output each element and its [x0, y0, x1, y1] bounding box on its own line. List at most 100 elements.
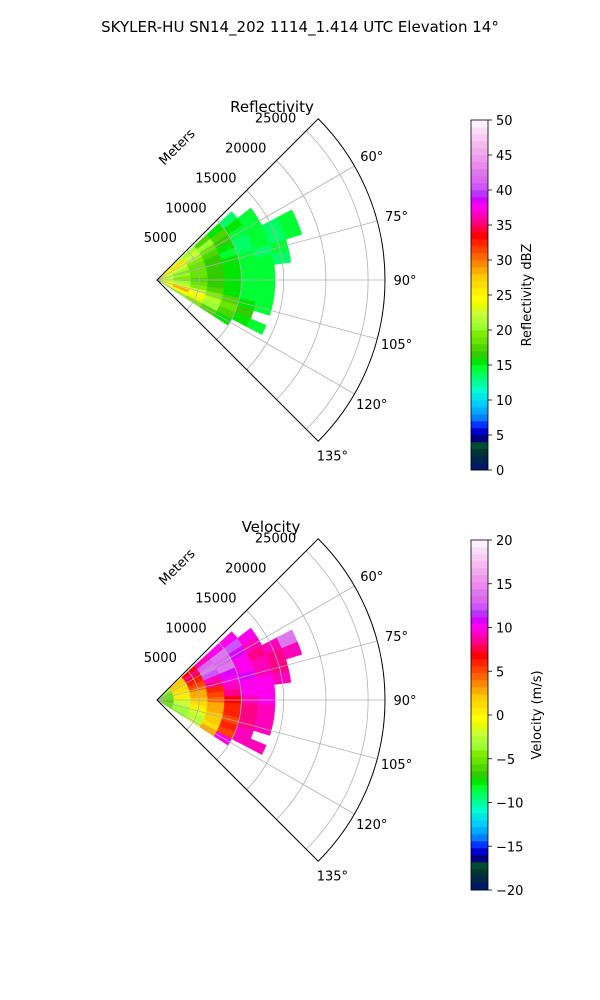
velocity-colorbar-band [471, 589, 488, 597]
reflectivity-colorbar-band [471, 127, 488, 135]
reflectivity-colorbar-tick-label: 45 [496, 149, 513, 164]
reflectivity-colorbar-tick-label: 20 [496, 324, 513, 339]
velocity-colorbar-band [471, 603, 488, 611]
velocity-field-cell [281, 641, 303, 660]
velocity-colorbar-band [471, 701, 488, 709]
velocity-axis-labels: 5000 10000 15000 20000 25000 60° 75° 90° 105° 120… [144, 532, 417, 885]
velocity-colorbar-band [471, 806, 488, 814]
velocity-azimuth-spoke [156, 699, 355, 815]
reflectivity-azimuth-spoke [156, 279, 355, 395]
velocity-colorbar-band [471, 771, 488, 779]
reflectivity-axis-labels: 5000 10000 15000 20000 25000 60° 75° 90° 105° 120… [144, 112, 417, 465]
reflectivity-colorbar-band [471, 260, 488, 268]
velocity-colorbar-band [471, 652, 488, 660]
reflectivity-azimuth-tick-label: 135° [317, 449, 348, 464]
reflectivity-colorbar-band [471, 190, 488, 198]
velocity-colorbar-band [471, 596, 488, 604]
velocity-colorbar-band [471, 708, 488, 716]
velocity-colorbar-band [471, 841, 488, 849]
velocity-colorbar-band [471, 561, 488, 569]
reflectivity-azimuth-tick-label: 75° [385, 210, 408, 225]
reflectivity-colorbar-band [471, 456, 488, 464]
reflectivity-colorbar-band [471, 120, 488, 128]
velocity-azimuth-tick-label: 60° [360, 570, 383, 585]
reflectivity-colorbar-band [471, 400, 488, 408]
velocity-azimuth-tick-label: 105° [381, 758, 412, 773]
reflectivity-field [156, 207, 303, 335]
reflectivity-colorbar-band [471, 267, 488, 275]
velocity-colorbar-band [471, 820, 488, 828]
reflectivity-colorbar-band [471, 407, 488, 415]
reflectivity-colorbar-band [471, 351, 488, 359]
velocity-colorbar-ticks: −20 −15 −10 −5 0 5 10 15 20 [488, 534, 523, 899]
velocity-sector-boundary [156, 538, 386, 862]
velocity-colorbar-band [471, 687, 488, 695]
reflectivity-azimuth-tick-label: 120° [356, 398, 387, 413]
reflectivity-colorbar-band [471, 414, 488, 422]
velocity-colorbar-tick-label: −5 [496, 753, 515, 768]
velocity-colorbar-band [471, 855, 488, 863]
velocity-colorbar-band [471, 638, 488, 646]
velocity-colorbar-band [471, 540, 488, 548]
reflectivity-panel: Reflectivity 5000 10000 15000 20000 25000 60°… [144, 98, 417, 464]
reflectivity-colorbar-band [471, 155, 488, 163]
reflectivity-range-tick-label: 15000 [195, 171, 236, 186]
reflectivity-colorbar-band [471, 295, 488, 303]
reflectivity-colorbar-band [471, 372, 488, 380]
reflectivity-colorbar-band [471, 134, 488, 142]
reflectivity-colorbar-band [471, 288, 488, 296]
velocity-range-tick-label: 15000 [195, 591, 236, 606]
reflectivity-azimuth-spoke [156, 220, 378, 281]
reflectivity-colorbar-band [471, 337, 488, 345]
reflectivity-field-cell [281, 221, 303, 240]
velocity-colorbar-band [471, 799, 488, 807]
reflectivity-colorbar-tick-label: 0 [496, 464, 504, 479]
reflectivity-colorbar-tick-label: 5 [496, 429, 504, 444]
reflectivity-colorbar-band [471, 176, 488, 184]
velocity-colorbar-tick-label: 20 [496, 534, 513, 549]
velocity-colorbar-band [471, 610, 488, 618]
velocity-colorbar-band [471, 666, 488, 674]
reflectivity-azimuth-tick-label: 105° [381, 338, 412, 353]
velocity-field-cell [246, 738, 267, 755]
reflectivity-colorbar-band [471, 435, 488, 443]
reflectivity-colorbar-band [471, 330, 488, 338]
velocity-colorbar-band [471, 575, 488, 583]
reflectivity-colorbar-band [471, 323, 488, 331]
reflectivity-colorbar-band [471, 253, 488, 261]
velocity-colorbar-band [471, 673, 488, 681]
reflectivity-colorbar-band [471, 246, 488, 254]
velocity-colorbar-band [471, 568, 488, 576]
reflectivity-colorbar-band [471, 232, 488, 240]
reflectivity-azimuth-tick-label: 60° [360, 150, 383, 165]
velocity-colorbar-band [471, 848, 488, 856]
velocity-colorbar-tick-label: 5 [496, 665, 504, 680]
reflectivity-colorbar-band [471, 386, 488, 394]
velocity-colorbar-band [471, 757, 488, 765]
velocity-range-tick-label: 5000 [144, 651, 177, 666]
velocity-colorbar-band [471, 862, 488, 870]
velocity-colorbar-band [471, 624, 488, 632]
reflectivity-colorbar-band [471, 218, 488, 226]
reflectivity-colorbar-band [471, 281, 488, 289]
velocity-range-tick-label: 20000 [225, 562, 266, 577]
velocity-azimuth-tick-label: 135° [317, 869, 348, 884]
reflectivity-colorbar-band [471, 169, 488, 177]
velocity-azimuth-tick-label: 75° [385, 630, 408, 645]
reflectivity-colorbar-band [471, 302, 488, 310]
reflectivity-colorbar-band [471, 183, 488, 191]
reflectivity-colorbar-tick-label: 30 [496, 254, 513, 269]
velocity-azimuth-tick-label: 90° [393, 694, 416, 709]
velocity-colorbar-band [471, 729, 488, 737]
reflectivity-colorbar-band [471, 421, 488, 429]
figure-suptitle: SKYLER-HU SN14_202 1114_1.414 UTC Elevat… [101, 18, 499, 37]
reflectivity-colorbar-band [471, 148, 488, 156]
reflectivity-range-tick-label: 25000 [255, 112, 296, 127]
velocity-colorbar-band [471, 736, 488, 744]
reflectivity-range-axis-label: Meters [157, 126, 199, 168]
velocity-colorbar-tick-label: 10 [496, 622, 513, 637]
reflectivity-field-cell [246, 318, 267, 335]
velocity-colorbar-band [471, 659, 488, 667]
velocity-panel: Velocity 5000 10000 15000 20000 25000 60° 75° 9… [144, 518, 417, 884]
